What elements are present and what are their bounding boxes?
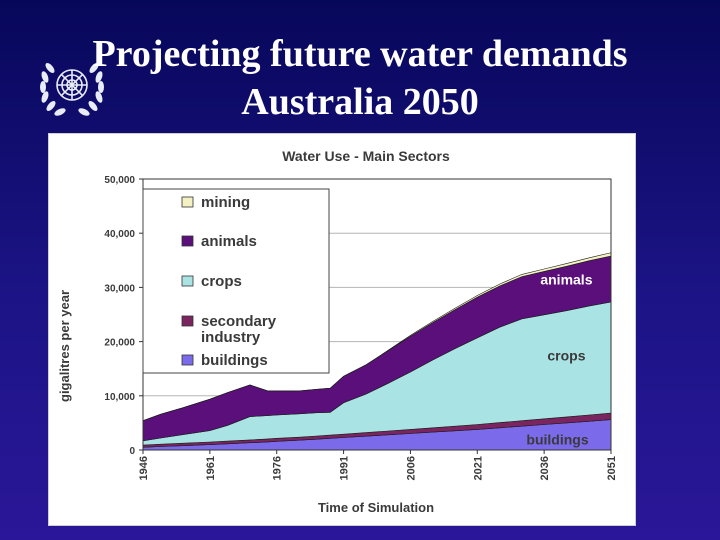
x-tick-label: 1946 bbox=[138, 456, 150, 480]
x-axis-label: Time of Simulation bbox=[318, 500, 434, 515]
area-label-buildings: buildings bbox=[526, 432, 588, 448]
x-tick-label: 2021 bbox=[472, 456, 484, 480]
area-label-crops: crops bbox=[547, 348, 585, 364]
slide-title: Projecting future water demands Australi… bbox=[0, 30, 720, 126]
legend-label-mining: mining bbox=[201, 194, 250, 211]
legend-label-buildings: buildings bbox=[201, 352, 268, 369]
y-tick-label: 0 bbox=[129, 446, 135, 457]
slide-title-line-2: Australia 2050 bbox=[241, 81, 479, 123]
legend-label-animals: animals bbox=[201, 233, 257, 250]
y-tick-label: 40,000 bbox=[104, 229, 135, 240]
y-tick-label: 20,000 bbox=[104, 338, 135, 349]
legend-label-crops: crops bbox=[201, 273, 242, 290]
legend-box bbox=[142, 188, 330, 374]
x-tick-label: 2006 bbox=[405, 456, 417, 480]
y-tick-label: 30,000 bbox=[104, 283, 135, 294]
water-use-chart: Water Use - Main Sectors gigalitres per … bbox=[57, 148, 618, 515]
chart-title: Water Use - Main Sectors bbox=[282, 148, 450, 164]
y-tick-label: 10,000 bbox=[104, 392, 135, 403]
x-tick-label: 2051 bbox=[606, 456, 618, 480]
x-tick-label: 1991 bbox=[339, 456, 351, 480]
legend-label-secondary-industry: secondary industry bbox=[201, 313, 277, 346]
un-emblem-icon bbox=[40, 63, 104, 116]
legend-swatch-crops bbox=[181, 275, 194, 287]
y-axis-label: gigalitres per year bbox=[57, 290, 72, 402]
y-tick-label: 50,000 bbox=[104, 175, 135, 186]
slide-title-line-1: Projecting future water demands bbox=[92, 33, 628, 75]
legend-swatch-animals bbox=[181, 235, 194, 247]
legend-swatch-buildings bbox=[181, 354, 194, 366]
x-tick-label: 2036 bbox=[539, 456, 551, 480]
area-label-animals: animals bbox=[540, 272, 592, 288]
chart-panel: Water Use - Main Sectors gigalitres per … bbox=[48, 133, 636, 526]
legend-swatch-secondary-industry bbox=[181, 315, 194, 327]
x-tick-label: 1976 bbox=[272, 456, 284, 480]
x-tick-label: 1961 bbox=[205, 456, 217, 480]
legend-swatch-mining bbox=[181, 196, 194, 208]
